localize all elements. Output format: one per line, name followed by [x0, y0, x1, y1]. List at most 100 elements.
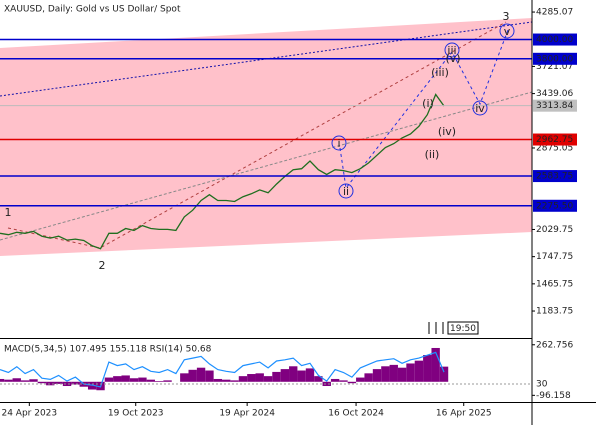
macd-bar [163, 380, 172, 382]
wave-circle [331, 135, 347, 151]
rsi-line [0, 351, 445, 388]
y2-tick-label: 30 [536, 379, 548, 389]
macd-bar [289, 366, 298, 382]
macd-bar [230, 380, 239, 382]
macd-bar [238, 376, 248, 382]
wave-label: (i) [422, 97, 434, 110]
macd-bar [356, 377, 365, 382]
x-tick-label: 16 Apr 2025 [436, 409, 492, 419]
x-tick-label: 16 Oct 2024 [328, 409, 384, 419]
wave-label: iv [475, 102, 485, 115]
macd-bar [54, 381, 63, 384]
level-label: 2962.75 [536, 135, 573, 145]
y-tick-label: 2029.75 [536, 225, 573, 235]
macd-bar [305, 368, 315, 382]
macd-bar [322, 381, 331, 387]
macd-bar [138, 377, 147, 382]
macd-bar [62, 381, 72, 387]
macd-bar [196, 367, 206, 382]
current-price-box [533, 99, 577, 112]
level-label: 2275.50 [536, 201, 573, 211]
wave-circle [472, 100, 488, 116]
macd-bar [372, 369, 382, 382]
macd-bar [364, 373, 373, 382]
level-label: 3800.00 [536, 54, 573, 64]
wave-label: v [504, 25, 511, 38]
level-box [533, 170, 577, 183]
macd-bar [406, 363, 415, 382]
level-label: 2583.75 [536, 172, 573, 182]
chart-title: XAUUSD, Daily: Gold vs US Dollar/ Spot [4, 5, 181, 15]
level-label: 4000.00 [536, 35, 573, 45]
wave-label: (ii) [425, 148, 440, 161]
y-tick-label: 1465.75 [536, 279, 573, 289]
macd-bar [213, 378, 223, 382]
macd-bar [4, 379, 13, 382]
y-tick-label: 3721.07 [536, 62, 573, 72]
macd-bar [154, 381, 164, 382]
wave-label: (v) [445, 52, 460, 65]
wave-label: i [337, 137, 340, 150]
macd-bar [46, 381, 55, 386]
macd-bar [381, 366, 390, 382]
y-tick-label: 1183.75 [536, 307, 573, 317]
indicator-title: MACD(5,34,5) 107.495 155.118 RSI(14) 50.… [4, 345, 212, 355]
macd-bar [20, 380, 30, 382]
wave-label: ii [343, 185, 349, 198]
macd-bar [423, 355, 432, 382]
macd-bar [180, 373, 189, 382]
macd-bar [71, 381, 80, 385]
macd-bar [104, 377, 114, 382]
macd-bar [37, 381, 47, 384]
wave-path [339, 29, 509, 190]
wave-label: (iii) [431, 66, 449, 79]
time-label: 19:50 [450, 324, 476, 334]
channel-dotted [0, 91, 533, 241]
macd-bar [272, 371, 281, 382]
macd-bar [439, 366, 449, 382]
macd-bar [397, 367, 407, 382]
macd-bar [431, 347, 440, 382]
macd-bar [280, 369, 290, 382]
macd-bar [247, 374, 256, 382]
macd-bar [339, 380, 348, 382]
y-tick-label: 2875.05 [536, 143, 573, 153]
wave-circle [444, 42, 460, 58]
macd-bar [129, 378, 139, 382]
y-tick-label: 3439.06 [536, 89, 573, 99]
y-tick-label: 1747.75 [536, 252, 573, 262]
wave-label: 3 [503, 10, 510, 23]
x-tick-label: 19 Oct 2023 [108, 409, 164, 419]
level-box [533, 33, 577, 46]
wave-label: 2 [99, 259, 106, 272]
macd-bar [389, 364, 398, 382]
x-tick-label: 24 Apr 2023 [1, 409, 57, 419]
level-box [533, 199, 577, 212]
macd-bar [205, 370, 214, 382]
wave-label: (iv) [438, 125, 456, 138]
time-box [447, 321, 479, 335]
trend-channel [0, 18, 532, 256]
macd-bar [222, 379, 231, 382]
level-box [533, 133, 577, 146]
wave-label: 1 [5, 206, 12, 219]
macd-bar [263, 376, 273, 382]
wave-circle [499, 23, 515, 39]
macd-bar [121, 375, 130, 382]
macd-bar [0, 378, 5, 382]
y-tick-label: 4285.07 [536, 8, 573, 18]
macd-bar [347, 381, 357, 384]
macd-bar [113, 376, 122, 382]
macd-bar [188, 369, 197, 382]
macd-bar [29, 379, 38, 382]
wave-circle [338, 183, 354, 199]
macd-bar [297, 370, 306, 382]
macd-bar [314, 376, 323, 382]
y-tick-label: 262.756 [536, 340, 573, 350]
macd-bar [414, 360, 424, 382]
price-line [0, 93, 445, 250]
y-tick-label: -96.158 [536, 391, 571, 401]
macd-bar [146, 379, 155, 382]
current-price-label: 3313.84 [536, 101, 573, 111]
